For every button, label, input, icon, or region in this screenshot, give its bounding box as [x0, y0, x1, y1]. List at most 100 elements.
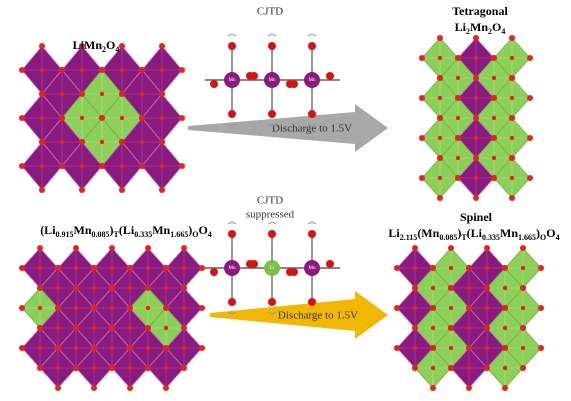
oxygen: [119, 139, 125, 145]
formula-subscript: 1.665: [518, 233, 536, 242]
oxygen: [520, 305, 526, 311]
oxygen: [228, 230, 236, 238]
formula-part: Mn: [470, 20, 488, 34]
formula-part: O: [198, 223, 207, 237]
oxygen: [127, 345, 133, 351]
formula-part: Li: [388, 226, 400, 240]
oxygen: [159, 187, 165, 193]
oxygen: [502, 285, 508, 291]
oxygen: [37, 345, 43, 351]
oxygen: [119, 163, 125, 169]
formula-part: ): [188, 223, 192, 237]
oxygen: [419, 135, 425, 141]
oxygen: [199, 265, 205, 271]
oxygen: [455, 55, 461, 61]
oxygen: [502, 265, 508, 271]
chevron: [267, 33, 277, 37]
oxygen: [163, 385, 169, 391]
chevron: [307, 123, 317, 127]
structure-title: Spinel: [460, 210, 493, 224]
chevron: [307, 311, 317, 315]
oxygen: [109, 365, 115, 371]
oxygen: [59, 139, 65, 145]
formula-subscript: 0.085: [92, 230, 110, 239]
formula-part: LiMn: [73, 38, 103, 52]
oxygen: [437, 55, 443, 61]
oxygen: [91, 285, 97, 291]
oxygen: [73, 285, 79, 291]
atom-label: Mn: [269, 78, 276, 83]
formula-subscript: 4: [208, 230, 212, 239]
oxygen: [179, 115, 185, 121]
oxygen: [163, 325, 169, 331]
oxygen: [91, 385, 97, 391]
formula: Li2Mn2O4: [455, 20, 506, 37]
atom-label: Li: [270, 266, 275, 271]
oxygen: [139, 115, 145, 121]
cjtd-label: CJTD: [257, 195, 283, 207]
formula-part: O: [492, 20, 501, 34]
oxygen: [538, 265, 544, 271]
structure-title: Tetragonal: [452, 4, 508, 18]
formula-part: (Li: [40, 223, 56, 237]
oxygen: [99, 115, 105, 121]
oxygen: [91, 265, 97, 271]
oxygen: [473, 75, 479, 81]
oxygen: [308, 110, 316, 118]
oxygen: [466, 385, 472, 391]
oxygen: [509, 135, 515, 141]
oxygen: [308, 42, 316, 50]
oxygen: [491, 55, 497, 61]
oxygen: [145, 285, 151, 291]
oxygen: [290, 268, 298, 276]
oxygen: [502, 385, 508, 391]
oxygen: [119, 187, 125, 193]
oxygen: [250, 72, 258, 80]
oxygen: [430, 325, 436, 331]
oxygen: [79, 115, 85, 121]
formula-subscript: 0.085: [439, 233, 457, 242]
oxygen: [527, 135, 533, 141]
atom-label: Mn: [229, 266, 236, 271]
oxygen: [139, 67, 145, 73]
formula-subscript: T: [114, 230, 120, 239]
oxygen: [412, 265, 418, 271]
oxygen: [181, 285, 187, 291]
oxygen: [127, 325, 133, 331]
oxygen: [502, 305, 508, 311]
oxygen: [228, 110, 236, 118]
chevron: [307, 33, 317, 37]
oxygen: [19, 305, 25, 311]
arrow-label: Discharge to 1.5V: [278, 310, 358, 322]
oxygen: [268, 110, 276, 118]
oxygen: [145, 245, 151, 251]
oxygen: [159, 67, 165, 73]
oxygen: [268, 230, 276, 238]
formula-part: (Li: [119, 223, 135, 237]
oxygen: [473, 35, 479, 41]
formula-part: ): [536, 226, 540, 240]
oxygen: [491, 155, 497, 161]
oxygen: [145, 365, 151, 371]
oxygen: [268, 42, 276, 50]
oxygen: [520, 365, 526, 371]
oxygen: [484, 345, 490, 351]
oxygen: [448, 245, 454, 251]
formula-subscript: 4: [115, 45, 119, 54]
oxygen: [412, 305, 418, 311]
oxygen: [159, 43, 165, 49]
oxygen: [455, 175, 461, 181]
oxygen: [163, 305, 169, 311]
chevron: [227, 311, 237, 315]
oxygen: [308, 298, 316, 306]
oxygen: [484, 265, 490, 271]
oxygen: [473, 135, 479, 141]
oxygen: [520, 285, 526, 291]
molecules: Mn Mn Mn Mn Li Mn: [205, 33, 340, 315]
chevron: [267, 311, 277, 315]
formula-part: Mn: [500, 226, 518, 240]
oxygen: [37, 325, 43, 331]
oxygen: [520, 245, 526, 251]
oxygen: [455, 115, 461, 121]
